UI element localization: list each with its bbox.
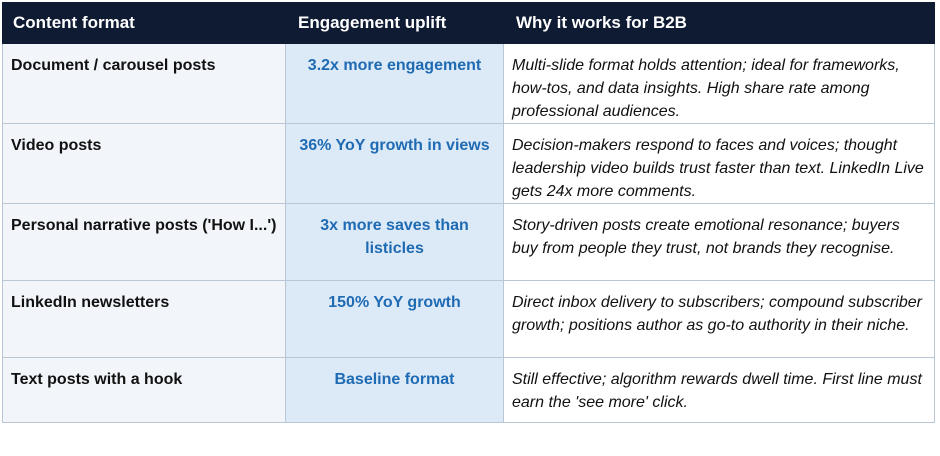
why-cell: Still effective; algorithm rewards dwell… [503,357,935,423]
format-cell: Personal narrative posts ('How I...') [2,203,286,281]
table-header: Content format Engagement uplift Why it … [2,2,935,44]
table-body: Document / carousel posts 3.2x more enga… [2,43,935,423]
why-cell: Direct inbox delivery to subscribers; co… [503,280,935,358]
format-cell: LinkedIn newsletters [2,280,286,358]
uplift-cell: 3x more saves than listicles [285,203,504,281]
content-format-table: Content format Engagement uplift Why it … [2,2,935,423]
content-format-table-container: Content format Engagement uplift Why it … [2,2,935,423]
table-row: Personal narrative posts ('How I...') 3x… [2,203,935,281]
uplift-cell: 36% YoY growth in views [285,123,504,204]
format-cell: Text posts with a hook [2,357,286,423]
uplift-cell: 150% YoY growth [285,280,504,358]
table-row: Video posts 36% YoY growth in views Deci… [2,123,935,204]
why-cell: Decision-makers respond to faces and voi… [503,123,935,204]
header-why-it-works: Why it works for B2B [503,2,935,44]
why-cell: Story-driven posts create emotional reso… [503,203,935,281]
why-cell: Multi-slide format holds attention; idea… [503,43,935,124]
table-row: LinkedIn newsletters 150% YoY growth Dir… [2,280,935,358]
table-row: Text posts with a hook Baseline format S… [2,357,935,423]
table-row: Document / carousel posts 3.2x more enga… [2,43,935,124]
uplift-cell: 3.2x more engagement [285,43,504,124]
header-row: Content format Engagement uplift Why it … [2,2,935,44]
format-cell: Video posts [2,123,286,204]
header-content-format: Content format [2,2,286,44]
uplift-cell: Baseline format [285,357,504,423]
header-engagement-uplift: Engagement uplift [285,2,504,44]
format-cell: Document / carousel posts [2,43,286,124]
